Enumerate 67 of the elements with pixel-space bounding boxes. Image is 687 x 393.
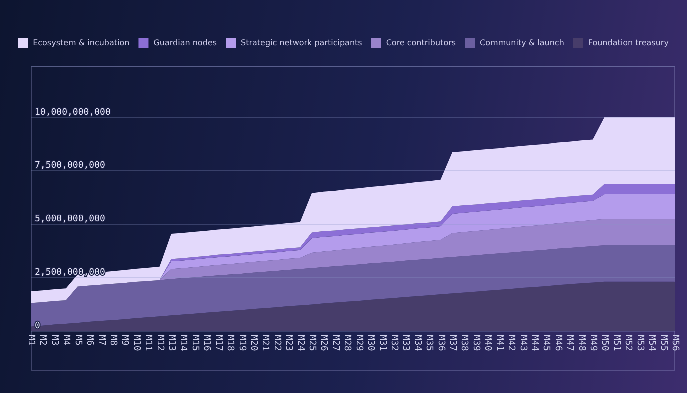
x-tick-label: M54 [646,335,657,352]
x-tick-label: M49 [588,335,598,352]
x-tick-label: M27 [330,335,340,352]
x-tick-label: M37 [448,335,458,352]
x-tick-label: M8 [108,335,118,346]
legend-label: Strategic network participants [240,38,362,48]
x-tick-label: M34 [412,335,422,352]
x-tick-label: M5 [72,335,83,346]
x-tick-label: M4 [61,335,72,346]
x-tick-label: M21 [260,335,270,352]
x-tick-label: M25 [307,335,318,352]
x-tick-label: M15 [190,335,200,352]
x-tick-label: M6 [84,335,95,346]
x-tick-label: M14 [178,335,188,352]
x-tick-label: M35 [424,335,434,352]
x-tick-label: M50 [600,335,610,352]
y-tick-label: 0 [35,322,40,332]
x-tick-label: M3 [49,335,60,346]
x-tick-label: M40 [482,335,493,352]
x-tick-label: M28 [342,335,352,352]
x-tick-label: M16 [202,335,212,352]
x-tick-label: M44 [529,335,540,352]
x-tick-label: M12 [154,335,165,352]
x-tick-label: M52 [623,335,634,352]
x-tick-label: M39 [470,335,481,352]
y-tick-label: 5,000,000,000 [35,214,106,225]
x-tick-label: M19 [236,335,247,352]
x-tick-label: M53 [634,335,645,352]
x-tick-label: M20 [248,335,258,352]
x-tick-label: M24 [295,335,306,352]
x-tick-label: M23 [284,335,294,352]
x-tick-label: M45 [541,335,552,352]
x-tick-label: M26 [318,335,329,352]
x-tick-label: M48 [576,335,586,352]
y-tick-label: 2,500,000,000 [35,268,106,278]
x-tick-label: M11 [143,335,154,352]
x-tick-label: M55 [658,335,668,352]
x-tick-label: M36 [436,335,446,352]
x-tick-label: M47 [564,335,575,352]
x-tick-label: M29 [354,335,364,352]
x-tick-label: M56 [670,335,680,352]
x-tick-label: M38 [459,335,470,352]
x-tick-label: M33 [400,335,411,352]
x-tick-label: M17 [213,335,224,352]
x-tick-label: M10 [131,335,142,352]
x-tick-label: M43 [518,335,528,352]
x-tick-label: M2 [38,335,48,346]
x-tick-label: M32 [388,335,399,352]
y-tick-label: 10,000,000,000 [35,108,111,118]
legend-label: Ecosystem & incubation [33,38,130,48]
x-tick-label: M22 [272,335,282,352]
x-tick-label: M18 [225,335,236,352]
x-tick-label: M30 [366,335,376,352]
legend-label: Community & launch [480,38,564,48]
legend-label: Core contributors [386,38,456,48]
x-tick-label: M41 [494,335,504,352]
x-tick-label: M42 [506,335,516,352]
x-tick-label: M46 [552,335,563,352]
x-tick-label: M13 [166,335,177,352]
x-tick-label: M1 [26,335,36,346]
x-tick-label: M7 [96,335,106,346]
x-tick-label: M9 [120,335,130,346]
y-tick-label: 7,500,000,000 [35,161,106,172]
x-tick-label: M31 [377,335,388,352]
x-tick-label: M51 [611,335,622,352]
legend-label: Guardian nodes [154,38,218,48]
legend-label: Foundation treasury [588,38,670,48]
